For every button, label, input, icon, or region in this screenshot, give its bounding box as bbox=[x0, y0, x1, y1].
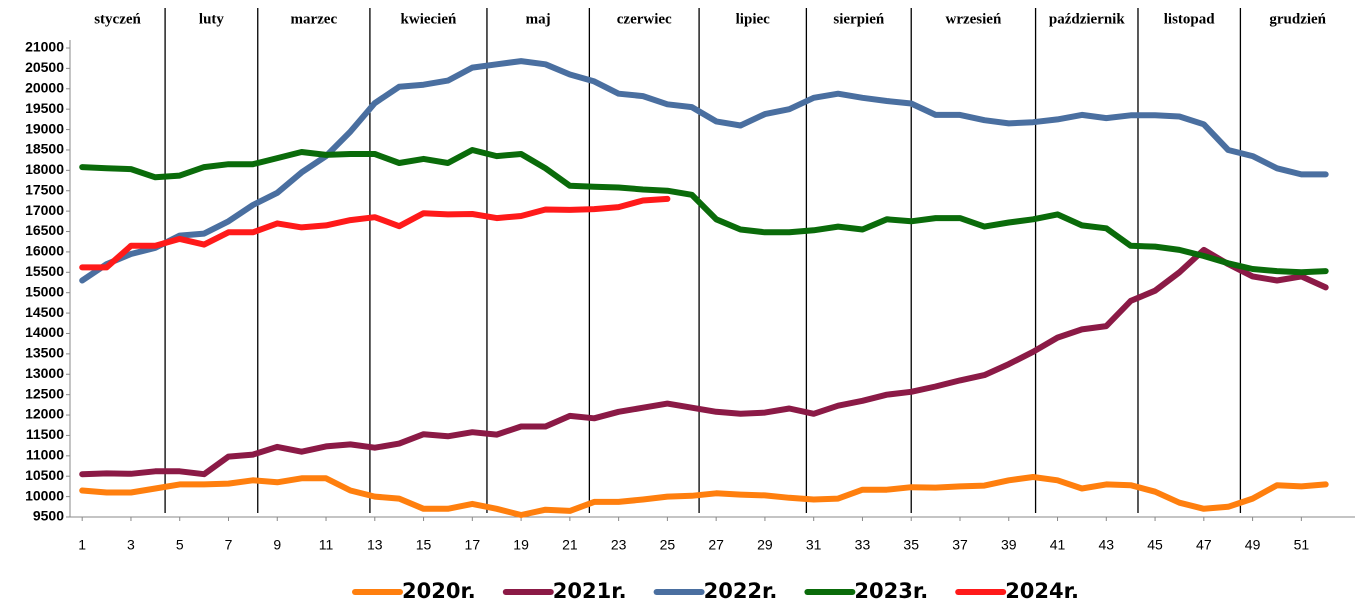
y-tick-label: 20000 bbox=[25, 79, 64, 95]
x-tick-label: 45 bbox=[1147, 537, 1163, 553]
y-tick-label: 12000 bbox=[25, 406, 64, 422]
line-series bbox=[79, 147, 1329, 276]
y-tick-label: 19500 bbox=[25, 100, 64, 116]
month-label: marzec bbox=[291, 11, 338, 27]
y-tick-label: 14500 bbox=[25, 304, 64, 320]
y-tick-label: 16000 bbox=[25, 243, 64, 259]
x-tick-label: 39 bbox=[1001, 537, 1017, 553]
y-tick-label: 16500 bbox=[25, 222, 64, 238]
y-tick-label: 11000 bbox=[26, 447, 64, 463]
month-label: styczeń bbox=[94, 11, 141, 27]
legend-label: 2021r. bbox=[553, 579, 627, 603]
month-label: sierpień bbox=[833, 11, 884, 27]
y-tick-label: 10000 bbox=[25, 487, 64, 503]
y-tick-label: 13500 bbox=[25, 345, 64, 361]
month-label: kwiecień bbox=[401, 11, 457, 27]
y-tick-label: 20500 bbox=[25, 59, 64, 75]
y-tick-label: 14000 bbox=[25, 324, 64, 340]
y-tick-label: 10500 bbox=[25, 467, 64, 483]
x-tick-label: 21 bbox=[562, 537, 578, 553]
month-label: listopad bbox=[1164, 11, 1216, 27]
y-tick-label: 13000 bbox=[25, 365, 64, 381]
y-tick-label: 12500 bbox=[25, 385, 64, 401]
y-tick-label: 19000 bbox=[25, 120, 64, 136]
x-tick-label: 13 bbox=[367, 537, 383, 553]
y-tick-label: 9500 bbox=[33, 508, 64, 524]
x-tick-label: 19 bbox=[513, 537, 529, 553]
y-tick-label: 17000 bbox=[25, 202, 64, 218]
y-tick-label: 15500 bbox=[25, 263, 64, 279]
x-tick-label: 25 bbox=[660, 537, 676, 553]
y-tick-label: 15000 bbox=[25, 283, 64, 299]
x-tick-label: 35 bbox=[903, 537, 919, 553]
x-tick-label: 5 bbox=[176, 537, 184, 553]
x-tick-label: 31 bbox=[806, 537, 822, 553]
x-tick-label: 3 bbox=[127, 537, 135, 553]
y-tick-label: 21000 bbox=[25, 39, 64, 55]
month-label: czerwiec bbox=[617, 11, 672, 27]
line-series bbox=[79, 474, 1329, 518]
line-series bbox=[79, 58, 1329, 284]
month-label: lipiec bbox=[736, 11, 771, 27]
legend-label: 2022r. bbox=[704, 579, 778, 603]
x-tick-label: 23 bbox=[611, 537, 627, 553]
x-tick-label: 7 bbox=[225, 537, 233, 553]
x-tick-label: 9 bbox=[273, 537, 281, 553]
legend-label: 2023r. bbox=[854, 579, 928, 603]
legend-label: 2024r. bbox=[1005, 579, 1079, 603]
x-tick-label: 41 bbox=[1050, 537, 1066, 553]
x-tick-label: 43 bbox=[1099, 537, 1115, 553]
x-tick-label: 15 bbox=[416, 537, 432, 553]
x-tick-label: 37 bbox=[952, 537, 968, 553]
x-tick-label: 27 bbox=[708, 537, 724, 553]
line-series bbox=[79, 195, 671, 271]
x-tick-label: 1 bbox=[78, 537, 86, 553]
y-tick-label: 17500 bbox=[25, 181, 64, 197]
x-tick-label: 11 bbox=[319, 537, 334, 553]
line-series bbox=[79, 246, 1329, 478]
month-label: październik bbox=[1049, 11, 1125, 27]
x-tick-label: 33 bbox=[855, 537, 871, 553]
month-label: maj bbox=[526, 11, 551, 27]
x-tick-label: 29 bbox=[757, 537, 773, 553]
month-label: wrzesień bbox=[945, 11, 1001, 27]
y-tick-label: 18500 bbox=[25, 141, 64, 157]
x-tick-label: 47 bbox=[1196, 537, 1212, 553]
month-label: luty bbox=[199, 11, 225, 27]
legend-label: 2020r. bbox=[402, 579, 476, 603]
y-tick-label: 11500 bbox=[26, 426, 64, 442]
month-label: grudzień bbox=[1269, 11, 1326, 27]
x-tick-label: 17 bbox=[465, 537, 481, 553]
x-tick-label: 51 bbox=[1294, 537, 1310, 553]
x-tick-label: 49 bbox=[1245, 537, 1261, 553]
y-tick-label: 18000 bbox=[25, 161, 64, 177]
